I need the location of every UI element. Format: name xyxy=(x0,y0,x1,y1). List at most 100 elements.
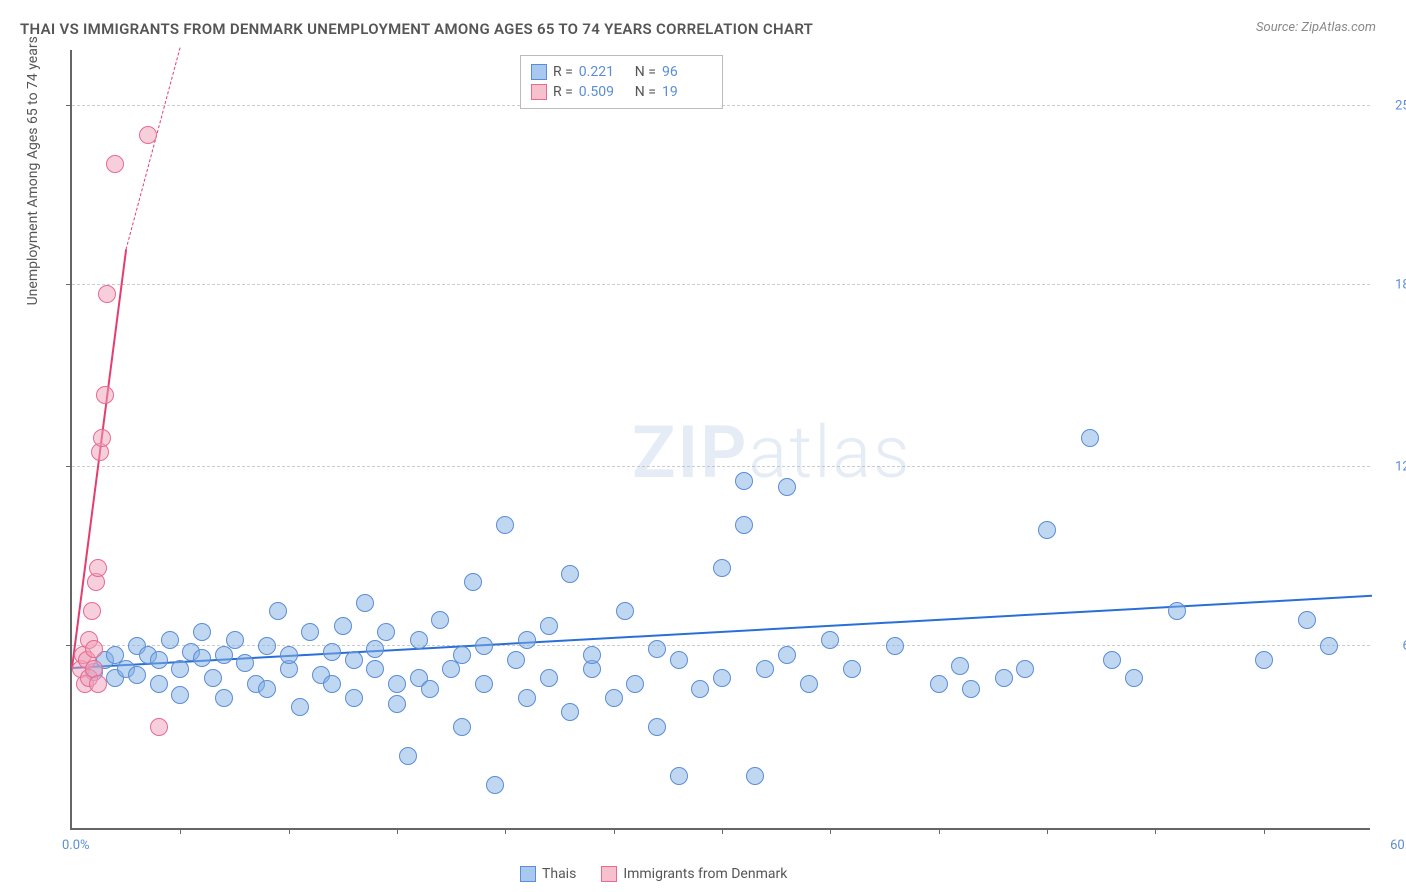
data-point xyxy=(1255,651,1273,669)
data-point xyxy=(735,472,753,490)
data-point xyxy=(951,657,969,675)
x-tick-label: 0.0% xyxy=(62,838,90,853)
data-point xyxy=(171,686,189,704)
data-point xyxy=(648,718,666,736)
legend-swatch xyxy=(520,866,536,882)
data-point xyxy=(323,675,341,693)
data-point xyxy=(561,565,579,583)
legend-stats-row: R =0.509N =19 xyxy=(531,82,712,102)
data-point xyxy=(377,623,395,641)
data-point xyxy=(399,747,417,765)
data-point xyxy=(540,617,558,635)
data-point xyxy=(388,695,406,713)
data-point xyxy=(161,631,179,649)
data-point xyxy=(735,516,753,534)
data-point xyxy=(691,680,709,698)
data-point xyxy=(518,689,536,707)
gridline xyxy=(72,466,1370,467)
data-point xyxy=(258,637,276,655)
data-point xyxy=(345,689,363,707)
data-point xyxy=(193,623,211,641)
data-point xyxy=(670,651,688,669)
data-point xyxy=(388,675,406,693)
data-point xyxy=(269,602,287,620)
chart-container: THAI VS IMMIGRANTS FROM DENMARK UNEMPLOY… xyxy=(0,0,1406,892)
y-tick-label: 6.3% xyxy=(1375,639,1406,654)
data-point xyxy=(1298,611,1316,629)
data-point xyxy=(226,631,244,649)
data-point xyxy=(150,718,168,736)
data-point xyxy=(366,640,384,658)
data-point xyxy=(616,602,634,620)
data-point xyxy=(128,666,146,684)
data-point xyxy=(280,646,298,664)
y-tick-label: 12.5% xyxy=(1375,459,1406,474)
data-point xyxy=(171,660,189,678)
data-point xyxy=(204,669,222,687)
data-point xyxy=(356,594,374,612)
y-tick-label: 18.8% xyxy=(1375,277,1406,292)
legend-swatch xyxy=(531,64,547,80)
data-point xyxy=(323,643,341,661)
legend-stats-box: R =0.221N =96R =0.509N =19 xyxy=(520,55,723,109)
data-point xyxy=(778,478,796,496)
data-point xyxy=(366,660,384,678)
data-point xyxy=(98,285,116,303)
data-point xyxy=(89,675,107,693)
data-point xyxy=(215,689,233,707)
data-point xyxy=(778,646,796,664)
data-point xyxy=(605,689,623,707)
data-point xyxy=(496,516,514,534)
data-point xyxy=(670,767,688,785)
data-point xyxy=(713,559,731,577)
data-point xyxy=(540,669,558,687)
data-point xyxy=(83,602,101,620)
data-point xyxy=(886,637,904,655)
data-point xyxy=(421,680,439,698)
legend-swatch xyxy=(531,84,547,100)
watermark: ZIPatlas xyxy=(632,410,912,495)
data-point xyxy=(962,680,980,698)
data-point xyxy=(930,675,948,693)
data-point xyxy=(139,126,157,144)
data-point xyxy=(561,703,579,721)
y-axis-title: Unemployment Among Ages 65 to 74 years xyxy=(25,36,41,305)
data-point xyxy=(486,776,504,794)
legend-item: Immigrants from Denmark xyxy=(601,866,787,882)
data-point xyxy=(1168,602,1186,620)
data-point xyxy=(756,660,774,678)
data-point xyxy=(1038,521,1056,539)
data-point xyxy=(713,669,731,687)
data-point xyxy=(648,640,666,658)
data-point xyxy=(96,386,114,404)
x-tick-label: 60.0% xyxy=(1390,838,1406,853)
data-point xyxy=(1320,637,1338,655)
data-point xyxy=(93,429,111,447)
data-point xyxy=(1081,429,1099,447)
data-point xyxy=(89,559,107,577)
plot-area: ZIPatlas 6.3%12.5%18.8%25.0%0.0%60.0% xyxy=(70,50,1370,830)
data-point xyxy=(453,718,471,736)
data-point xyxy=(301,623,319,641)
legend-item: Thais xyxy=(520,866,576,882)
bottom-legend: Thais Immigrants from Denmark xyxy=(520,866,787,882)
data-point xyxy=(431,611,449,629)
data-point xyxy=(1016,660,1034,678)
data-point xyxy=(345,651,363,669)
data-point xyxy=(843,660,861,678)
data-point xyxy=(583,646,601,664)
data-point xyxy=(258,680,276,698)
data-point xyxy=(410,631,428,649)
data-point xyxy=(1125,669,1143,687)
data-point xyxy=(291,698,309,716)
data-point xyxy=(1103,651,1121,669)
data-point xyxy=(475,675,493,693)
data-point xyxy=(746,767,764,785)
data-point xyxy=(507,651,525,669)
chart-title: THAI VS IMMIGRANTS FROM DENMARK UNEMPLOY… xyxy=(20,20,813,38)
data-point xyxy=(518,631,536,649)
data-point xyxy=(85,640,103,658)
data-point xyxy=(106,155,124,173)
data-point xyxy=(995,669,1013,687)
trend-line-extrapolated xyxy=(126,47,181,249)
